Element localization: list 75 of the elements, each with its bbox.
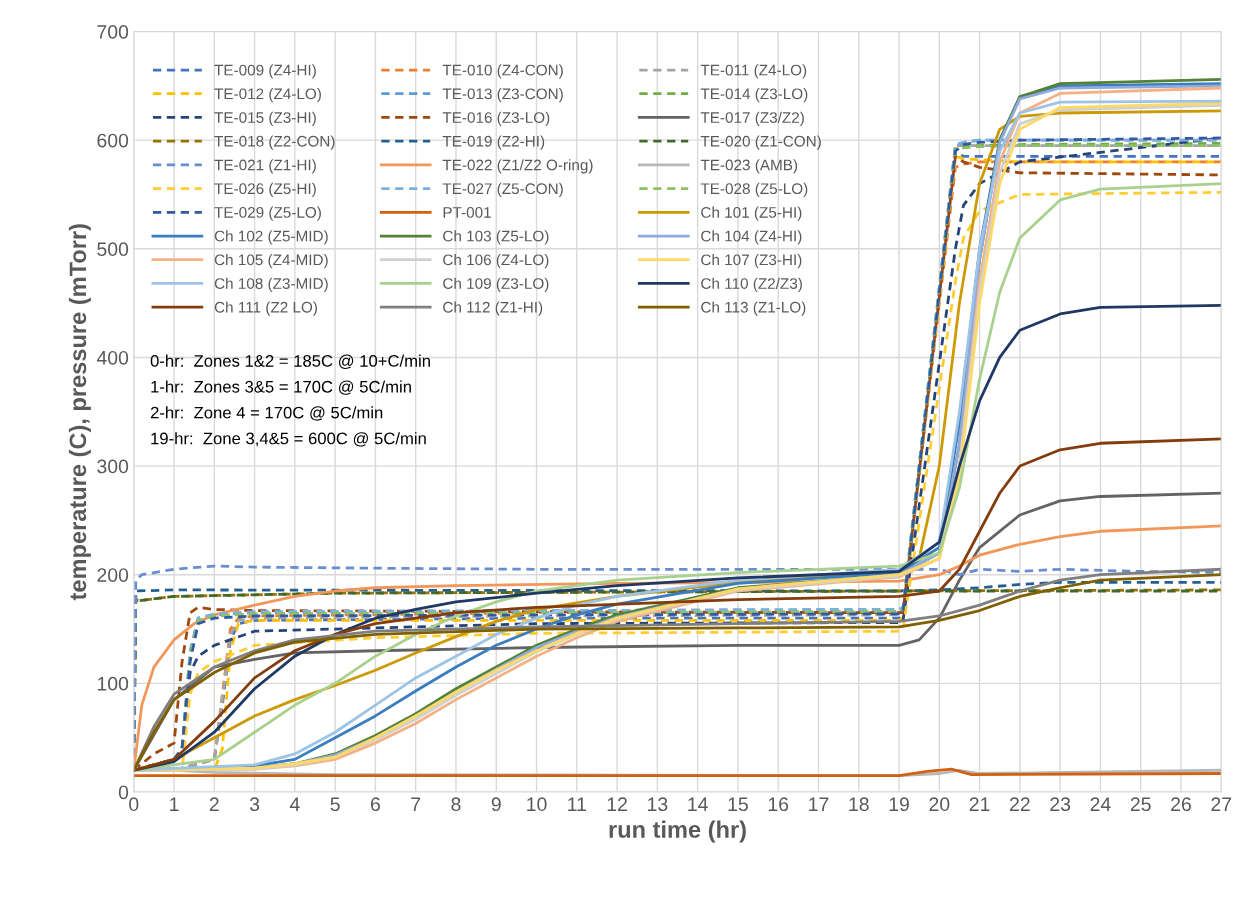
legend-label: Ch 103 (Z5-LO) xyxy=(443,230,549,245)
x-tick-label: 20 xyxy=(929,797,950,812)
x-tick-label: 14 xyxy=(688,797,708,811)
legend-label: TE-011 (Z4-LO) xyxy=(700,64,807,79)
y-tick-label: 0 xyxy=(118,785,129,800)
y-tick-label: 200 xyxy=(97,568,129,582)
legend-label: Ch 107 (Z3-HI) xyxy=(701,254,802,269)
legend-label: TE-013 (Z3-CON) xyxy=(442,88,563,103)
y-tick-label: 700 xyxy=(97,25,129,39)
y-tick-label: 600 xyxy=(97,133,129,148)
legend-label: TE-018 (Z2-CON) xyxy=(214,135,335,150)
legend-label: TE-019 (Z2-HI) xyxy=(442,135,545,150)
x-tick-label: 22 xyxy=(1010,797,1030,811)
x-tick-label: 7 xyxy=(411,797,421,811)
legend-label: TE-016 (Z3-LO) xyxy=(442,111,550,126)
x-tick-label: 18 xyxy=(849,797,869,812)
x-axis-title: run time (hr) xyxy=(609,820,746,843)
x-tick-label: 5 xyxy=(330,797,340,812)
x-tick-label: 15 xyxy=(728,797,748,812)
x-tick-label: 25 xyxy=(1130,797,1151,812)
y-tick-label: 500 xyxy=(97,242,129,257)
legend-label: TE-029 (Z5-LO) xyxy=(214,206,321,221)
x-tick-label: 27 xyxy=(1211,797,1232,811)
x-tick-label: 4 xyxy=(289,797,300,811)
y-axis-title: temperature (C), pressure (mTorr) xyxy=(68,224,91,601)
legend-label: Ch 102 (Z5-MID) xyxy=(214,230,328,245)
legend-label: TE-022 (Z1/Z2 O-ring) xyxy=(442,159,593,174)
y-tick-label: 300 xyxy=(97,459,129,474)
x-tick-label: 11 xyxy=(568,797,586,811)
annotation: 19-hr: Zone 3,4&5 = 600C @ 5C/min xyxy=(151,432,426,447)
y-tick-label: 100 xyxy=(97,676,129,691)
x-tick-label: 12 xyxy=(607,797,627,811)
legend-label: Ch 101 (Z5-HI) xyxy=(701,206,802,221)
legend-label: TE-028 (Z5-LO) xyxy=(700,182,808,198)
legend-label: TE-014 (Z3-LO) xyxy=(700,88,808,103)
x-tick-label: 21 xyxy=(969,797,990,811)
legend-label: TE-021 (Z1-HI) xyxy=(214,159,316,174)
legend-label: TE-017 (Z3/Z2) xyxy=(700,111,804,126)
x-tick-label: 16 xyxy=(768,797,789,812)
x-tick-label: 1 xyxy=(170,797,179,811)
annotation: 1-hr: Zones 3&5 = 170C @ 5C/min xyxy=(151,380,411,395)
legend-label: Ch 112 (Z1-HI) xyxy=(443,301,543,316)
x-tick-label: 10 xyxy=(527,797,547,812)
x-tick-label: 6 xyxy=(371,797,380,812)
annotation: 2-hr: Zone 4 = 170C @ 5C/min xyxy=(150,406,383,421)
x-tick-label: 23 xyxy=(1050,797,1071,812)
legend-label: Ch 110 (Z2/Z3) xyxy=(701,277,802,292)
legend-label: Ch 104 (Z4-HI) xyxy=(701,230,802,245)
legend-label: Ch 105 (Z4-MID) xyxy=(214,254,328,269)
legend-label: Ch 111 (Z2 LO) xyxy=(214,301,317,316)
legend-label: TE-026 (Z5-HI) xyxy=(214,182,316,198)
legend-label: TE-009 (Z4-HI) xyxy=(214,64,316,79)
x-tick-label: 13 xyxy=(648,797,668,812)
legend-label: TE-012 (Z4-LO) xyxy=(214,88,321,103)
x-tick-label: 0 xyxy=(129,797,139,812)
x-tick-label: 19 xyxy=(889,797,909,812)
x-tick-label: 8 xyxy=(451,797,461,812)
x-tick-label: 17 xyxy=(809,797,829,811)
x-tick-label: 26 xyxy=(1171,797,1191,812)
x-tick-label: 2 xyxy=(209,797,219,811)
legend-label: Ch 109 (Z3-LO) xyxy=(443,277,549,292)
legend-label: TE-010 (Z4-CON) xyxy=(442,64,563,79)
legend-label: PT-001 xyxy=(443,206,491,218)
x-tick-label: 9 xyxy=(491,797,501,812)
legend-label: Ch 113 (Z1-LO) xyxy=(701,301,806,316)
legend-label: Ch 106 (Z4-LO) xyxy=(443,254,549,269)
legend-label: TE-015 (Z3-HI) xyxy=(214,111,316,126)
legend-label: TE-020 (Z1-CON) xyxy=(700,135,821,150)
x-tick-label: 24 xyxy=(1090,797,1111,811)
legend-label: Ch 108 (Z3-MID) xyxy=(214,277,328,292)
legend-label: TE-023 (AMB) xyxy=(700,159,798,174)
legend-label: TE-027 (Z5-CON) xyxy=(442,182,563,198)
x-tick-label: 3 xyxy=(249,797,260,812)
y-tick-label: 400 xyxy=(96,350,129,365)
annotation: 0-hr: Zones 1&2 = 185C @ 10+C/min xyxy=(150,354,430,369)
